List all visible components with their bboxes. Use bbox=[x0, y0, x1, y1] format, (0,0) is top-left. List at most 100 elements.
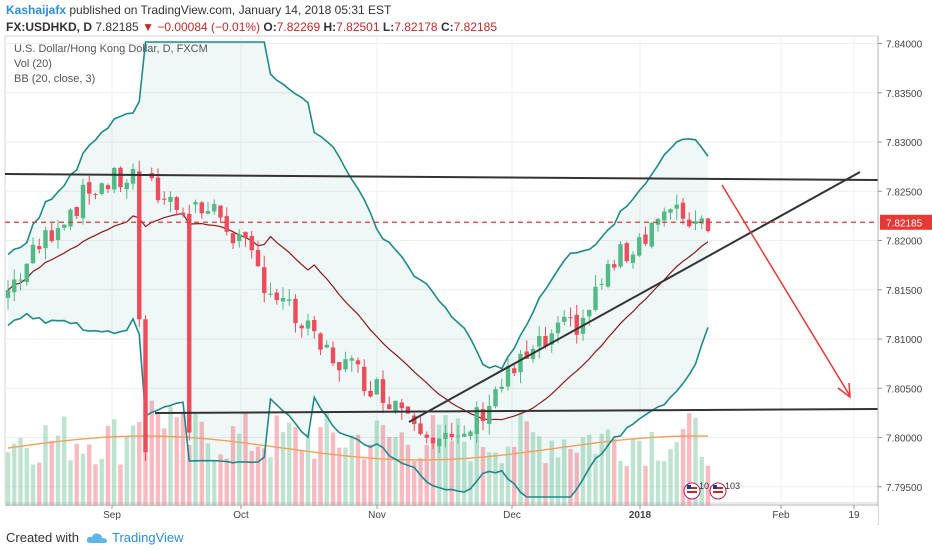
time-tick-label: Nov bbox=[368, 510, 386, 521]
volume-bar bbox=[5, 452, 11, 506]
candle-body bbox=[512, 368, 517, 374]
candle-body bbox=[343, 359, 348, 370]
price-tick-label: 7.80500 bbox=[886, 384, 923, 395]
price-tick-label: 7.80000 bbox=[886, 434, 923, 445]
volume-bar bbox=[43, 425, 48, 506]
volume-bar bbox=[87, 444, 92, 506]
candle-body bbox=[174, 197, 179, 210]
volume-bar bbox=[12, 443, 17, 506]
volume-bar bbox=[155, 413, 161, 506]
candle-body bbox=[43, 230, 48, 249]
candle-body bbox=[524, 351, 529, 359]
candle-body bbox=[268, 293, 273, 295]
candle-body bbox=[330, 347, 336, 364]
candle-body bbox=[499, 386, 504, 389]
volume-bar bbox=[512, 446, 517, 506]
tradingview-brand[interactable]: TradingView bbox=[112, 530, 184, 545]
price-tick-label: 7.84000 bbox=[886, 40, 923, 51]
volume-bar bbox=[705, 465, 711, 506]
volume-bar bbox=[618, 460, 623, 506]
volume-bar bbox=[593, 454, 598, 506]
volume-bar bbox=[49, 440, 54, 506]
candle-body bbox=[599, 283, 604, 285]
volume-bar bbox=[393, 437, 398, 506]
volume-bar bbox=[643, 465, 648, 506]
candle-body bbox=[362, 366, 367, 392]
volume-bar bbox=[137, 422, 142, 506]
candle-body bbox=[80, 184, 86, 219]
volume-bar bbox=[293, 427, 298, 506]
time-tick-label: Sep bbox=[103, 510, 121, 521]
candle-body bbox=[105, 185, 111, 190]
candle-body bbox=[137, 171, 142, 320]
candle-body bbox=[93, 194, 98, 196]
close-label: C: bbox=[440, 20, 454, 34]
volume-bar bbox=[280, 431, 286, 506]
volume-bar bbox=[474, 417, 479, 506]
candle-body bbox=[287, 299, 292, 301]
volume-bar bbox=[549, 440, 554, 506]
candle-body bbox=[124, 182, 129, 190]
volume-bar bbox=[180, 413, 186, 506]
volume-bar bbox=[637, 440, 642, 506]
volume-bar bbox=[349, 435, 354, 506]
volume-bar bbox=[374, 420, 379, 506]
price-tick-label: 7.81000 bbox=[886, 335, 923, 346]
volume-bar bbox=[337, 447, 342, 506]
price-axis bbox=[878, 36, 932, 503]
candle-body bbox=[618, 244, 623, 267]
volume-bar bbox=[93, 464, 98, 506]
current-price-tag bbox=[880, 214, 932, 230]
time-tick-label: 19 bbox=[848, 510, 860, 521]
candle-body bbox=[168, 196, 173, 202]
volume-bar bbox=[662, 461, 667, 506]
low-value: 7.82178 bbox=[394, 20, 438, 34]
volume-bar bbox=[18, 437, 23, 506]
current-price-tag-label: 7.82185 bbox=[886, 218, 923, 229]
candle-body bbox=[612, 264, 617, 268]
candle-body bbox=[55, 228, 61, 241]
volume-bar bbox=[487, 452, 492, 506]
volume-bar bbox=[30, 464, 36, 506]
rising-trendline bbox=[408, 171, 861, 423]
volume-bar bbox=[305, 433, 311, 506]
volume-bar bbox=[399, 432, 404, 506]
candle-body bbox=[224, 216, 229, 232]
volume-bar bbox=[262, 448, 267, 506]
volume-bar bbox=[24, 447, 29, 506]
volume-bar bbox=[680, 429, 686, 506]
candle-body bbox=[199, 202, 204, 214]
candle-body bbox=[293, 298, 298, 324]
volume-bar bbox=[587, 434, 592, 506]
projection-arrowhead bbox=[837, 382, 851, 399]
candle-body bbox=[549, 333, 554, 345]
volume-bar bbox=[430, 415, 436, 506]
publish-header: Kashaijafx published on TradingView.com,… bbox=[6, 3, 391, 17]
candle-body bbox=[112, 168, 117, 190]
volume-bar bbox=[168, 406, 173, 506]
volume-bar bbox=[68, 460, 73, 506]
volume-bar bbox=[124, 436, 129, 506]
flag-stripe bbox=[687, 491, 697, 493]
volume-bar bbox=[505, 446, 511, 506]
volume-bar bbox=[599, 433, 604, 506]
candle-body bbox=[643, 234, 648, 244]
candle-body bbox=[162, 198, 167, 200]
candle-body bbox=[318, 333, 323, 350]
candle-body bbox=[680, 202, 686, 219]
candle-body bbox=[687, 219, 692, 227]
candle-body bbox=[505, 365, 511, 387]
candle-body bbox=[118, 167, 123, 188]
time-tick-label: 2018 bbox=[629, 510, 652, 521]
candle-body bbox=[587, 309, 592, 317]
volume-bar bbox=[605, 429, 611, 506]
candle-body bbox=[274, 292, 279, 301]
high-label: H: bbox=[323, 20, 337, 34]
volume-bar bbox=[55, 435, 61, 506]
candle-body bbox=[305, 320, 311, 329]
flag-canton bbox=[713, 485, 717, 489]
volume-bar bbox=[80, 453, 86, 506]
volume-bar bbox=[362, 459, 367, 506]
author-name[interactable]: Kashaijafx bbox=[6, 3, 67, 17]
